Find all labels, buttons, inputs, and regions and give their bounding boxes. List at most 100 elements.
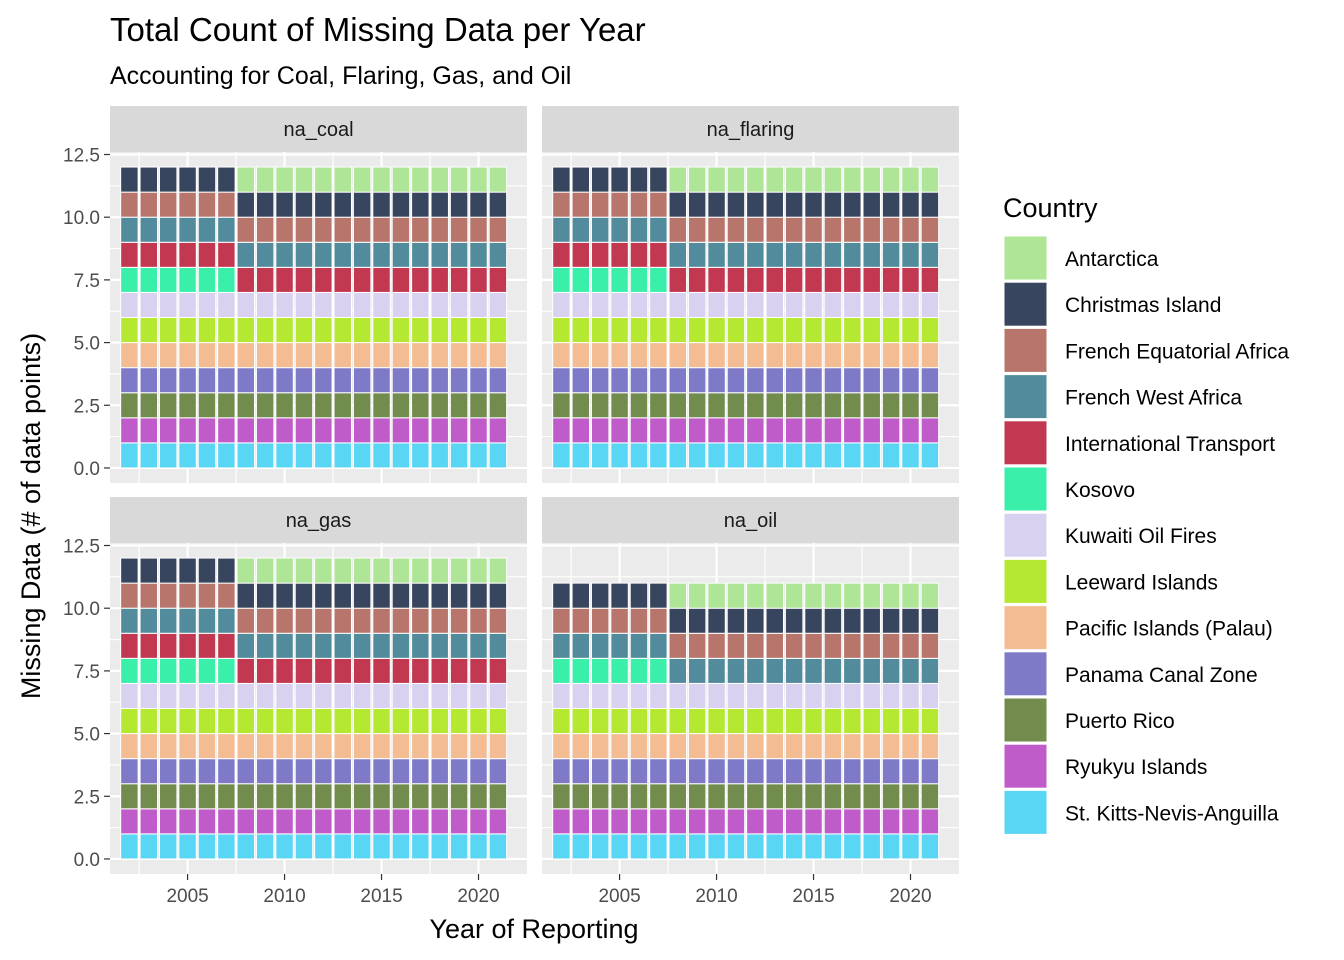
bar-segment [823,367,843,394]
bar-segment [139,733,159,760]
bar-segment [469,708,488,735]
bar-segment [823,682,843,710]
bar-segment [784,808,804,835]
bar-segment [765,317,784,344]
bar-segment [488,266,508,293]
bar-segment [449,417,469,444]
bar-segment [571,607,591,634]
bar-segment [255,632,275,659]
bar-segment [843,607,862,634]
bar-segment [178,367,197,394]
bar-segment [649,266,668,293]
bar-segment [552,783,571,810]
bar-segment [255,342,275,369]
bar-segment [590,317,610,344]
bar-segment [901,682,920,710]
bar-segment [372,582,391,609]
bar-segment [158,442,178,469]
bar-segment [823,442,843,469]
legend-swatch [1003,789,1048,835]
bar-segment [552,442,571,469]
bar-segment [217,557,236,584]
bar-segment [765,758,784,785]
bar-segment [765,733,784,760]
bar-segment [590,708,610,735]
bar-segment [571,216,591,243]
bar-segment [746,392,765,419]
bar-segment [352,758,372,785]
bar-segment [920,241,940,268]
bar-segment [804,291,823,319]
bar-segment [823,708,843,735]
bar-segment [449,733,469,760]
bar-segment [901,808,920,835]
bar-segment [571,733,591,760]
bar-segment [610,783,629,810]
legend-swatch [1003,605,1048,651]
bar-segment [746,833,765,860]
bar-segment [488,607,508,634]
bar-segment [571,708,591,735]
bar-segment [430,733,449,760]
bar-segment [920,417,940,444]
bar-segment [158,417,178,444]
x-tick-label: 2020 [889,886,931,907]
bar-segment [687,191,707,218]
bar-segment [372,783,391,810]
bar-segment [488,342,508,369]
bar-segment [881,682,901,710]
bar-segment [120,392,139,419]
bar-segment [707,682,726,710]
bar-segment [314,708,333,735]
bar-segment [784,733,804,760]
bar-segment [823,657,843,684]
bar-segment [881,607,901,634]
bar-segment [217,808,236,835]
bar-segment [881,392,901,419]
bar-segment [469,632,488,659]
bar-segment [746,783,765,810]
legend-label: French West Africa [1065,387,1242,410]
bar-segment [920,808,940,835]
bar-segment [469,833,488,860]
bar-segment [804,191,823,218]
bar-segment [178,241,197,268]
bar-segment [668,783,687,810]
bar-segment [687,582,707,609]
bar-segment [158,833,178,860]
bar-segment [901,392,920,419]
bar-segment [823,291,843,319]
bar-segment [391,708,411,735]
bar-segment [668,632,687,659]
bar-segment [765,682,784,710]
bar-segments [552,166,940,469]
bar-segment [430,632,449,659]
bar-segment [372,557,391,584]
bar-segment [901,758,920,785]
bar-segment [649,607,668,634]
bar-segment [391,607,411,634]
bar-segment [391,632,411,659]
bar-segment [352,367,372,394]
bar-segment [901,833,920,860]
bar-segment [746,442,765,469]
bar-segment [294,442,314,469]
bar-segment [843,582,862,609]
bar-segment [687,607,707,634]
bar-segment [430,657,449,684]
bar-segment [649,733,668,760]
bar-segment [217,442,236,469]
bar-segment [236,808,255,835]
bar-segment [920,291,940,319]
bar-segment [707,833,726,860]
bar-segment [707,708,726,735]
bar-segment [629,266,649,293]
bar-segment [255,708,275,735]
bar-segment [197,557,217,584]
bar-segment [217,166,236,193]
bar-segment [629,216,649,243]
panel-na_gas: na_gas 0.0 2.5 5.0 7.5 10.0 12.5 2005 2010 2015 20… [63,497,527,907]
bar-segment [629,682,649,710]
bar-segment [823,241,843,268]
bar-segment [217,266,236,293]
